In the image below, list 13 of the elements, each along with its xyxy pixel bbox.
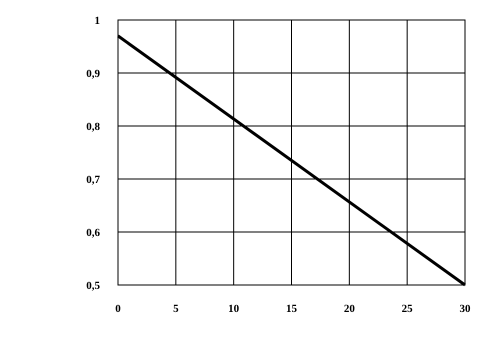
y-tick-label: 0,7 [86, 174, 100, 186]
x-tick-label: 10 [228, 303, 240, 315]
y-tick-label: 0,5 [86, 280, 100, 292]
x-tick-label: 5 [173, 303, 180, 315]
y-tick-label: 0,8 [86, 121, 100, 133]
y-tick-label: 0,9 [86, 68, 100, 80]
x-tick-label: 20 [344, 303, 356, 315]
x-tick-label: 25 [402, 303, 414, 315]
x-tick-label: 30 [460, 303, 471, 315]
x-tick-label: 0 [115, 303, 122, 315]
y-tick-label: 0,6 [86, 227, 100, 239]
x-tick-label: 15 [286, 303, 298, 315]
y-tick-label: 1 [94, 15, 100, 27]
